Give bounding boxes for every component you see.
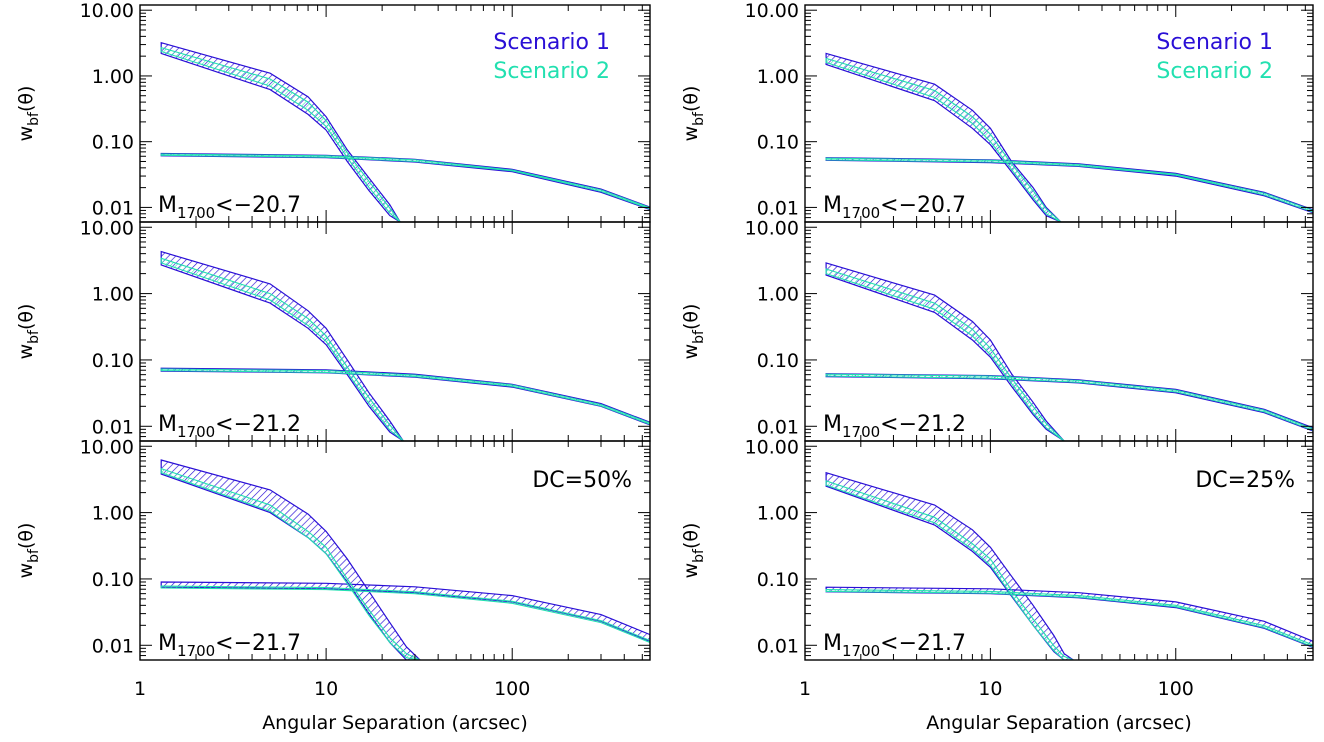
panel-frame (139, 440, 651, 661)
y-axis-title: wbf(θ) (680, 523, 707, 579)
scenario-2-one-halo-band (160, 257, 404, 441)
y-tick-label: 0.01 (92, 197, 134, 219)
bands (160, 250, 650, 441)
panel-r0-c0: 0.01 0.10 1.00 10.00 wbf(θ) M1700<−20.7 Scenar… (15, 0, 651, 223)
panel-frame (804, 440, 1314, 661)
legend-entry-scenario-2: Scenario 2 (1156, 59, 1273, 84)
scenario-1-two-halo-band (825, 157, 1313, 214)
legend-entry-scenario-2: Scenario 2 (493, 59, 610, 84)
y-tick-label: 1.00 (92, 284, 134, 306)
scenario-2-one-halo-band (825, 268, 1065, 441)
y-tick-label: 1.00 (757, 66, 799, 88)
magnitude-cut-label: M1700<−21.2 (158, 412, 301, 441)
magnitude-cut-label: M1700<−20.7 (823, 193, 966, 222)
magnitude-cut-label: M1700<−21.7 (823, 631, 966, 660)
scenario-2-two-halo-band (825, 589, 1313, 648)
scenario-2-one-halo-band (825, 480, 1074, 660)
panel-r1-c1: 0.01 0.10 1.00 10.00 wbf(θ) M1700<−21.2 (680, 217, 1314, 442)
y-axis-title: wbf(θ) (15, 86, 42, 142)
bands (160, 41, 650, 222)
panel-frame (139, 221, 651, 442)
y-tick-label: 10.00 (80, 0, 134, 22)
duty-cycle-label: DC=25% (1195, 468, 1295, 493)
magnitude-cut-label: M1700<−20.7 (158, 193, 301, 222)
x-tick-label: 10 (978, 678, 1002, 700)
y-tick-label: 10.00 (80, 436, 134, 458)
scenario-2-one-halo-band (825, 57, 1062, 222)
y-tick-label: 10.00 (745, 436, 799, 458)
y-tick-label: 1.00 (92, 503, 134, 525)
bands (825, 262, 1313, 441)
x-axis-title: Angular Separation (arcsec) (926, 712, 1192, 734)
x-tick-label: 1 (134, 678, 146, 700)
scenario-2-two-halo-band (160, 585, 650, 644)
y-tick-label: 1.00 (92, 66, 134, 88)
x-tick-label: 1 (799, 678, 811, 700)
y-axis-title: wbf(θ) (680, 86, 707, 142)
y-tick-label: 0.10 (757, 350, 799, 372)
y-tick-label: 1.00 (757, 284, 799, 306)
x-tick-label: 100 (1158, 678, 1194, 700)
y-axis-title: wbf(θ) (15, 304, 42, 360)
y-tick-label: 10.00 (745, 0, 799, 22)
y-tick-label: 0.01 (92, 635, 134, 657)
y-tick-label: 10.00 (80, 217, 134, 239)
scenario-1-two-halo-band (825, 373, 1313, 432)
panel-r0-c1: 0.01 0.10 1.00 10.00 wbf(θ) M1700<−20.7 Scenar… (680, 0, 1314, 223)
y-tick-label: 0.10 (92, 132, 134, 154)
x-axis-title: Angular Separation (arcsec) (262, 712, 528, 734)
y-tick-label: 0.01 (757, 197, 799, 219)
bands (160, 459, 650, 660)
y-tick-label: 0.10 (757, 132, 799, 154)
bands (825, 471, 1313, 660)
scenario-2-two-halo-band (160, 368, 650, 425)
y-tick-label: 0.01 (757, 635, 799, 657)
legend-entry-scenario-1: Scenario 1 (493, 30, 610, 55)
y-axis-title: wbf(θ) (680, 304, 707, 360)
panel-frame (804, 221, 1314, 442)
plot-root: 0.01 0.10 1.00 10.00 wbf(θ) M1700<−20.7 Scenar… (15, 0, 1314, 734)
scenario-2-two-halo-band (825, 157, 1313, 213)
scenario-2-two-halo-band (160, 153, 650, 210)
y-tick-label: 10.00 (745, 217, 799, 239)
y-tick-label: 0.10 (92, 569, 134, 591)
duty-cycle-label: DC=50% (532, 468, 632, 493)
scenario-2-one-halo-band (160, 46, 401, 222)
scenario-1-one-halo-band (160, 41, 401, 222)
panel-r2-c1: 0.01 0.10 1.00 10.00 wbf(θ) M1700<−21.7 DC=25%… (680, 436, 1314, 734)
legend-entry-scenario-1: Scenario 1 (1156, 30, 1273, 55)
y-tick-label: 0.01 (757, 416, 799, 438)
panel-r1-c0: 0.01 0.10 1.00 10.00 wbf(θ) M1700<−21.2 (15, 217, 651, 442)
x-tick-label: 10 (314, 678, 338, 700)
bands (825, 52, 1313, 222)
panel-r2-c0: 0.01 0.10 1.00 10.00 wbf(θ) M1700<−21.7 DC=50%… (15, 436, 651, 734)
magnitude-cut-label: M1700<−21.7 (158, 631, 301, 660)
y-axis-title: wbf(θ) (15, 523, 42, 579)
scenario-2-one-halo-band (160, 467, 421, 660)
y-tick-label: 1.00 (757, 503, 799, 525)
magnitude-cut-label: M1700<−21.2 (823, 412, 966, 441)
y-tick-label: 0.01 (92, 416, 134, 438)
scenario-2-two-halo-band (825, 373, 1313, 431)
y-tick-label: 0.10 (757, 569, 799, 591)
x-tick-label: 100 (494, 678, 530, 700)
y-tick-label: 0.10 (92, 350, 134, 372)
